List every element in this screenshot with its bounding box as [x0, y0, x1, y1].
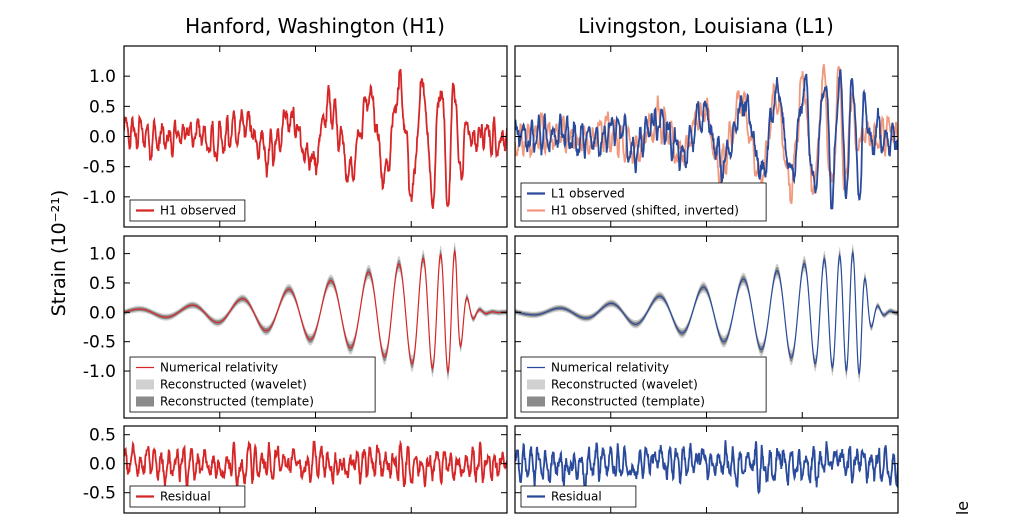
legend-swatch [527, 379, 545, 390]
y-tick-label: 0.0 [89, 303, 116, 323]
y-tick-label: -0.5 [83, 158, 116, 178]
legend-box [520, 485, 637, 508]
panel-l1-reconstructed: Numerical relativity Reconstructed (wavel… [514, 235, 899, 419]
legend-label: Residual [160, 490, 211, 504]
column-title-l1: Livingston, Louisiana (L1) [578, 14, 834, 38]
series-numerical-relativity [124, 249, 507, 373]
legend-label: Reconstructed (template) [551, 395, 705, 409]
plot-area [124, 68, 507, 209]
series-numerical-relativity [515, 251, 898, 376]
legend: Residual [520, 485, 637, 508]
legend: Numerical relativity Reconstructed (wavel… [129, 356, 376, 413]
y-tick-label: 0.0 [89, 455, 116, 475]
panels: 1.0 0.5 0.0 -0.5 -1.0 H1 observed L1 observed H… [83, 45, 899, 514]
panel-l1-residual: Residual [514, 425, 899, 514]
y-tick-label: 0.5 [89, 97, 116, 117]
legend-label: L1 observed [551, 187, 625, 201]
plot-area [124, 242, 507, 381]
band-reconstructed-wavelet [124, 242, 507, 381]
panel-l1-observed: L1 observed H1 observed (shifted, inverte… [514, 45, 899, 228]
legend: H1 observed [129, 199, 246, 222]
y-tick-label: 1.0 [89, 67, 116, 87]
edge-text: le [953, 501, 972, 515]
legend-box [520, 356, 767, 413]
series-l1-observed [515, 69, 898, 210]
legend-box [129, 356, 376, 413]
y-axis-label: Strain (10⁻²¹) [48, 190, 70, 317]
legend-box [520, 182, 767, 222]
legend-label: H1 observed (shifted, inverted) [551, 204, 739, 218]
legend-label: Residual [551, 490, 602, 504]
legend-label: Reconstructed (wavelet) [160, 378, 307, 392]
legend-box [129, 485, 246, 508]
legend-box [129, 199, 246, 222]
y-tick-label: 0.5 [89, 274, 116, 294]
legend-swatch [136, 379, 154, 390]
legend-label: Numerical relativity [160, 361, 278, 375]
legend-swatch [136, 396, 154, 407]
y-tick-label: 0.0 [89, 128, 116, 148]
y-tick-label: -1.0 [83, 362, 116, 382]
series-residual [515, 440, 898, 495]
panel-h1-residual: 0.5 0.0 -0.5 Residual [83, 425, 508, 514]
plot-area [515, 64, 898, 210]
y-tick-label: -1.0 [83, 188, 116, 208]
series-h1-observed [124, 68, 507, 209]
legend-label: Reconstructed (wavelet) [551, 378, 698, 392]
legend-label: H1 observed [160, 204, 236, 218]
legend-swatch [527, 396, 545, 407]
column-title-h1: Hanford, Washington (H1) [185, 14, 445, 38]
y-tick-label: 1.0 [89, 245, 116, 265]
legend: Residual [129, 485, 246, 508]
legend-label: Reconstructed (template) [160, 395, 314, 409]
legend: L1 observed H1 observed (shifted, inverte… [520, 182, 767, 222]
panel-h1-observed: 1.0 0.5 0.0 -0.5 -1.0 H1 observed [83, 45, 508, 228]
y-tick-label: -0.5 [83, 484, 116, 504]
plot-area [124, 439, 507, 489]
plot-area [515, 440, 898, 495]
panel-h1-reconstructed: 1.0 0.5 0.0 -0.5 -1.0 Numerical relativity Rec… [83, 235, 508, 419]
series-residual [124, 439, 507, 489]
y-tick-label: 0.5 [89, 426, 116, 446]
legend: Numerical relativity Reconstructed (wavel… [520, 356, 767, 413]
legend-label: Numerical relativity [551, 361, 669, 375]
y-tick-label: -0.5 [83, 333, 116, 353]
plot-area [515, 243, 898, 383]
